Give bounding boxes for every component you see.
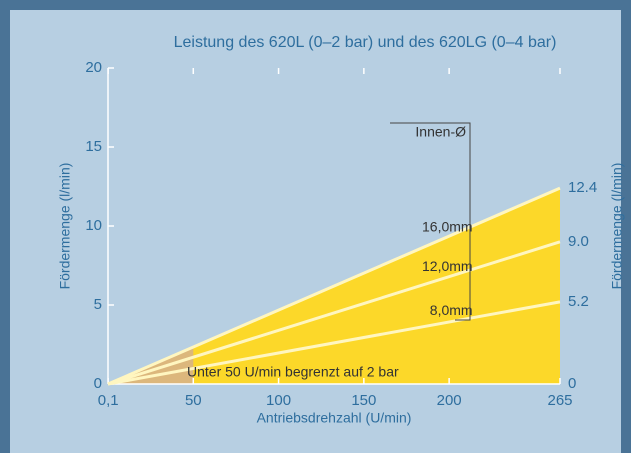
chart-title: Leistung des 620L (0–2 bar) und des 620L… (174, 34, 557, 51)
y2-tick-label: 12.4 (568, 179, 597, 196)
y-tick-label: 15 (85, 138, 102, 155)
y2-axis-label: Fördermenge (l/min) (609, 163, 625, 290)
y-tick-label: 10 (85, 217, 102, 234)
series-line (107, 240, 561, 386)
series-line (107, 186, 561, 386)
annotation: Unter 50 U/min begrenzt auf 2 bar (187, 364, 399, 380)
x-axis-label: Antriebsdrehzahl (U/min) (257, 410, 412, 426)
y-axis-label: Fördermenge (l/min) (57, 163, 73, 290)
x-tick-label: 150 (351, 392, 376, 409)
x-tick-label: 200 (437, 392, 462, 409)
annotation: Innen-Ø (415, 124, 466, 140)
series-label: 12,0mm (422, 258, 473, 274)
series-label: 16,0mm (422, 219, 473, 235)
x-tick-label: 100 (266, 392, 291, 409)
y2-tick-label: 5.2 (568, 293, 589, 310)
bracket (390, 122, 471, 321)
x-tick-label: 265 (547, 392, 572, 409)
y-tick-label: 5 (94, 296, 102, 313)
y-tick-label: 20 (85, 59, 102, 76)
x-tick-label: 0,1 (98, 392, 119, 409)
y2-tick-label: 0 (568, 375, 576, 392)
series-label: 8,0mm (430, 302, 473, 318)
x-tick-label: 50 (185, 392, 202, 409)
y2-tick-label: 9.0 (568, 233, 589, 250)
y-tick-label: 0 (94, 375, 102, 392)
series-line (107, 300, 561, 386)
